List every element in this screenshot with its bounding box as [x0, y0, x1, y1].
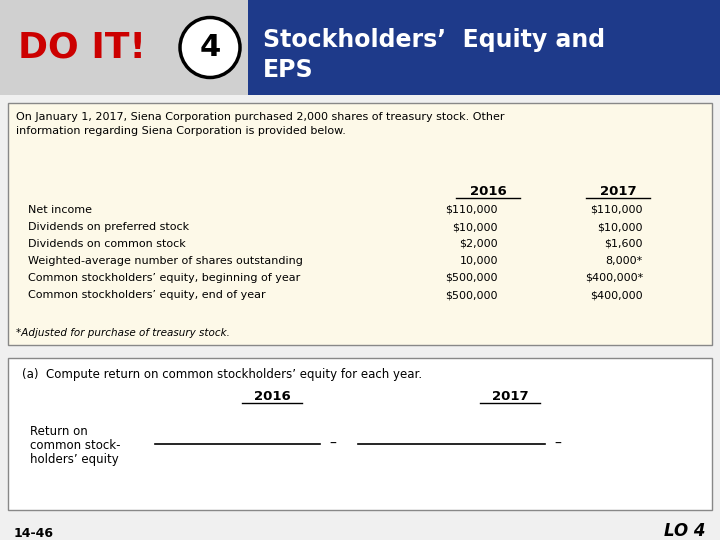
Text: holders’ equity: holders’ equity: [30, 453, 119, 466]
Text: Stockholders’  Equity and: Stockholders’ Equity and: [263, 28, 605, 52]
Text: $10,000: $10,000: [598, 222, 643, 232]
Text: EPS: EPS: [263, 58, 314, 82]
Text: Dividends on common stock: Dividends on common stock: [28, 239, 186, 249]
Text: Weighted-average number of shares outstanding: Weighted-average number of shares outsta…: [28, 256, 303, 266]
Text: 2016: 2016: [253, 390, 290, 403]
Text: $500,000: $500,000: [446, 290, 498, 300]
Text: Dividends on preferred stock: Dividends on preferred stock: [28, 222, 189, 232]
Text: –: –: [554, 437, 562, 451]
Text: –: –: [330, 437, 336, 451]
Text: $400,000: $400,000: [590, 290, 643, 300]
Text: 2017: 2017: [492, 390, 528, 403]
Text: $110,000: $110,000: [446, 205, 498, 215]
Bar: [8, 103, 712, 345]
Text: information regarding Siena Corporation is provided below.: information regarding Siena Corporation …: [16, 126, 346, 136]
Bar: [8, 358, 712, 510]
Text: 10,000: 10,000: [459, 256, 498, 266]
Text: Common stockholders’ equity, end of year: Common stockholders’ equity, end of year: [28, 290, 266, 300]
Text: 8,000*: 8,000*: [606, 256, 643, 266]
Text: LO 4: LO 4: [665, 522, 706, 540]
Text: $400,000*: $400,000*: [585, 273, 643, 283]
Text: On January 1, 2017, Siena Corporation purchased 2,000 shares of treasury stock. : On January 1, 2017, Siena Corporation pu…: [16, 112, 505, 122]
Bar: [248, 0, 720, 95]
Text: DO IT!: DO IT!: [18, 30, 146, 64]
Text: $500,000: $500,000: [446, 273, 498, 283]
Text: $10,000: $10,000: [452, 222, 498, 232]
Text: Common stockholders’ equity, beginning of year: Common stockholders’ equity, beginning o…: [28, 273, 300, 283]
Text: $2,000: $2,000: [459, 239, 498, 249]
Text: Return on: Return on: [30, 425, 88, 438]
Text: 14-46: 14-46: [14, 527, 54, 540]
Text: *Adjusted for purchase of treasury stock.: *Adjusted for purchase of treasury stock…: [16, 328, 230, 338]
Text: 2016: 2016: [469, 185, 506, 198]
Circle shape: [180, 17, 240, 78]
Text: Net income: Net income: [28, 205, 92, 215]
Text: common stock-: common stock-: [30, 439, 120, 452]
Text: 2017: 2017: [600, 185, 636, 198]
Bar: [0, 0, 248, 95]
Text: $1,600: $1,600: [605, 239, 643, 249]
Text: $110,000: $110,000: [590, 205, 643, 215]
Text: 4: 4: [199, 33, 220, 62]
Text: (a)  Compute return on common stockholders’ equity for each year.: (a) Compute return on common stockholder…: [22, 368, 422, 381]
